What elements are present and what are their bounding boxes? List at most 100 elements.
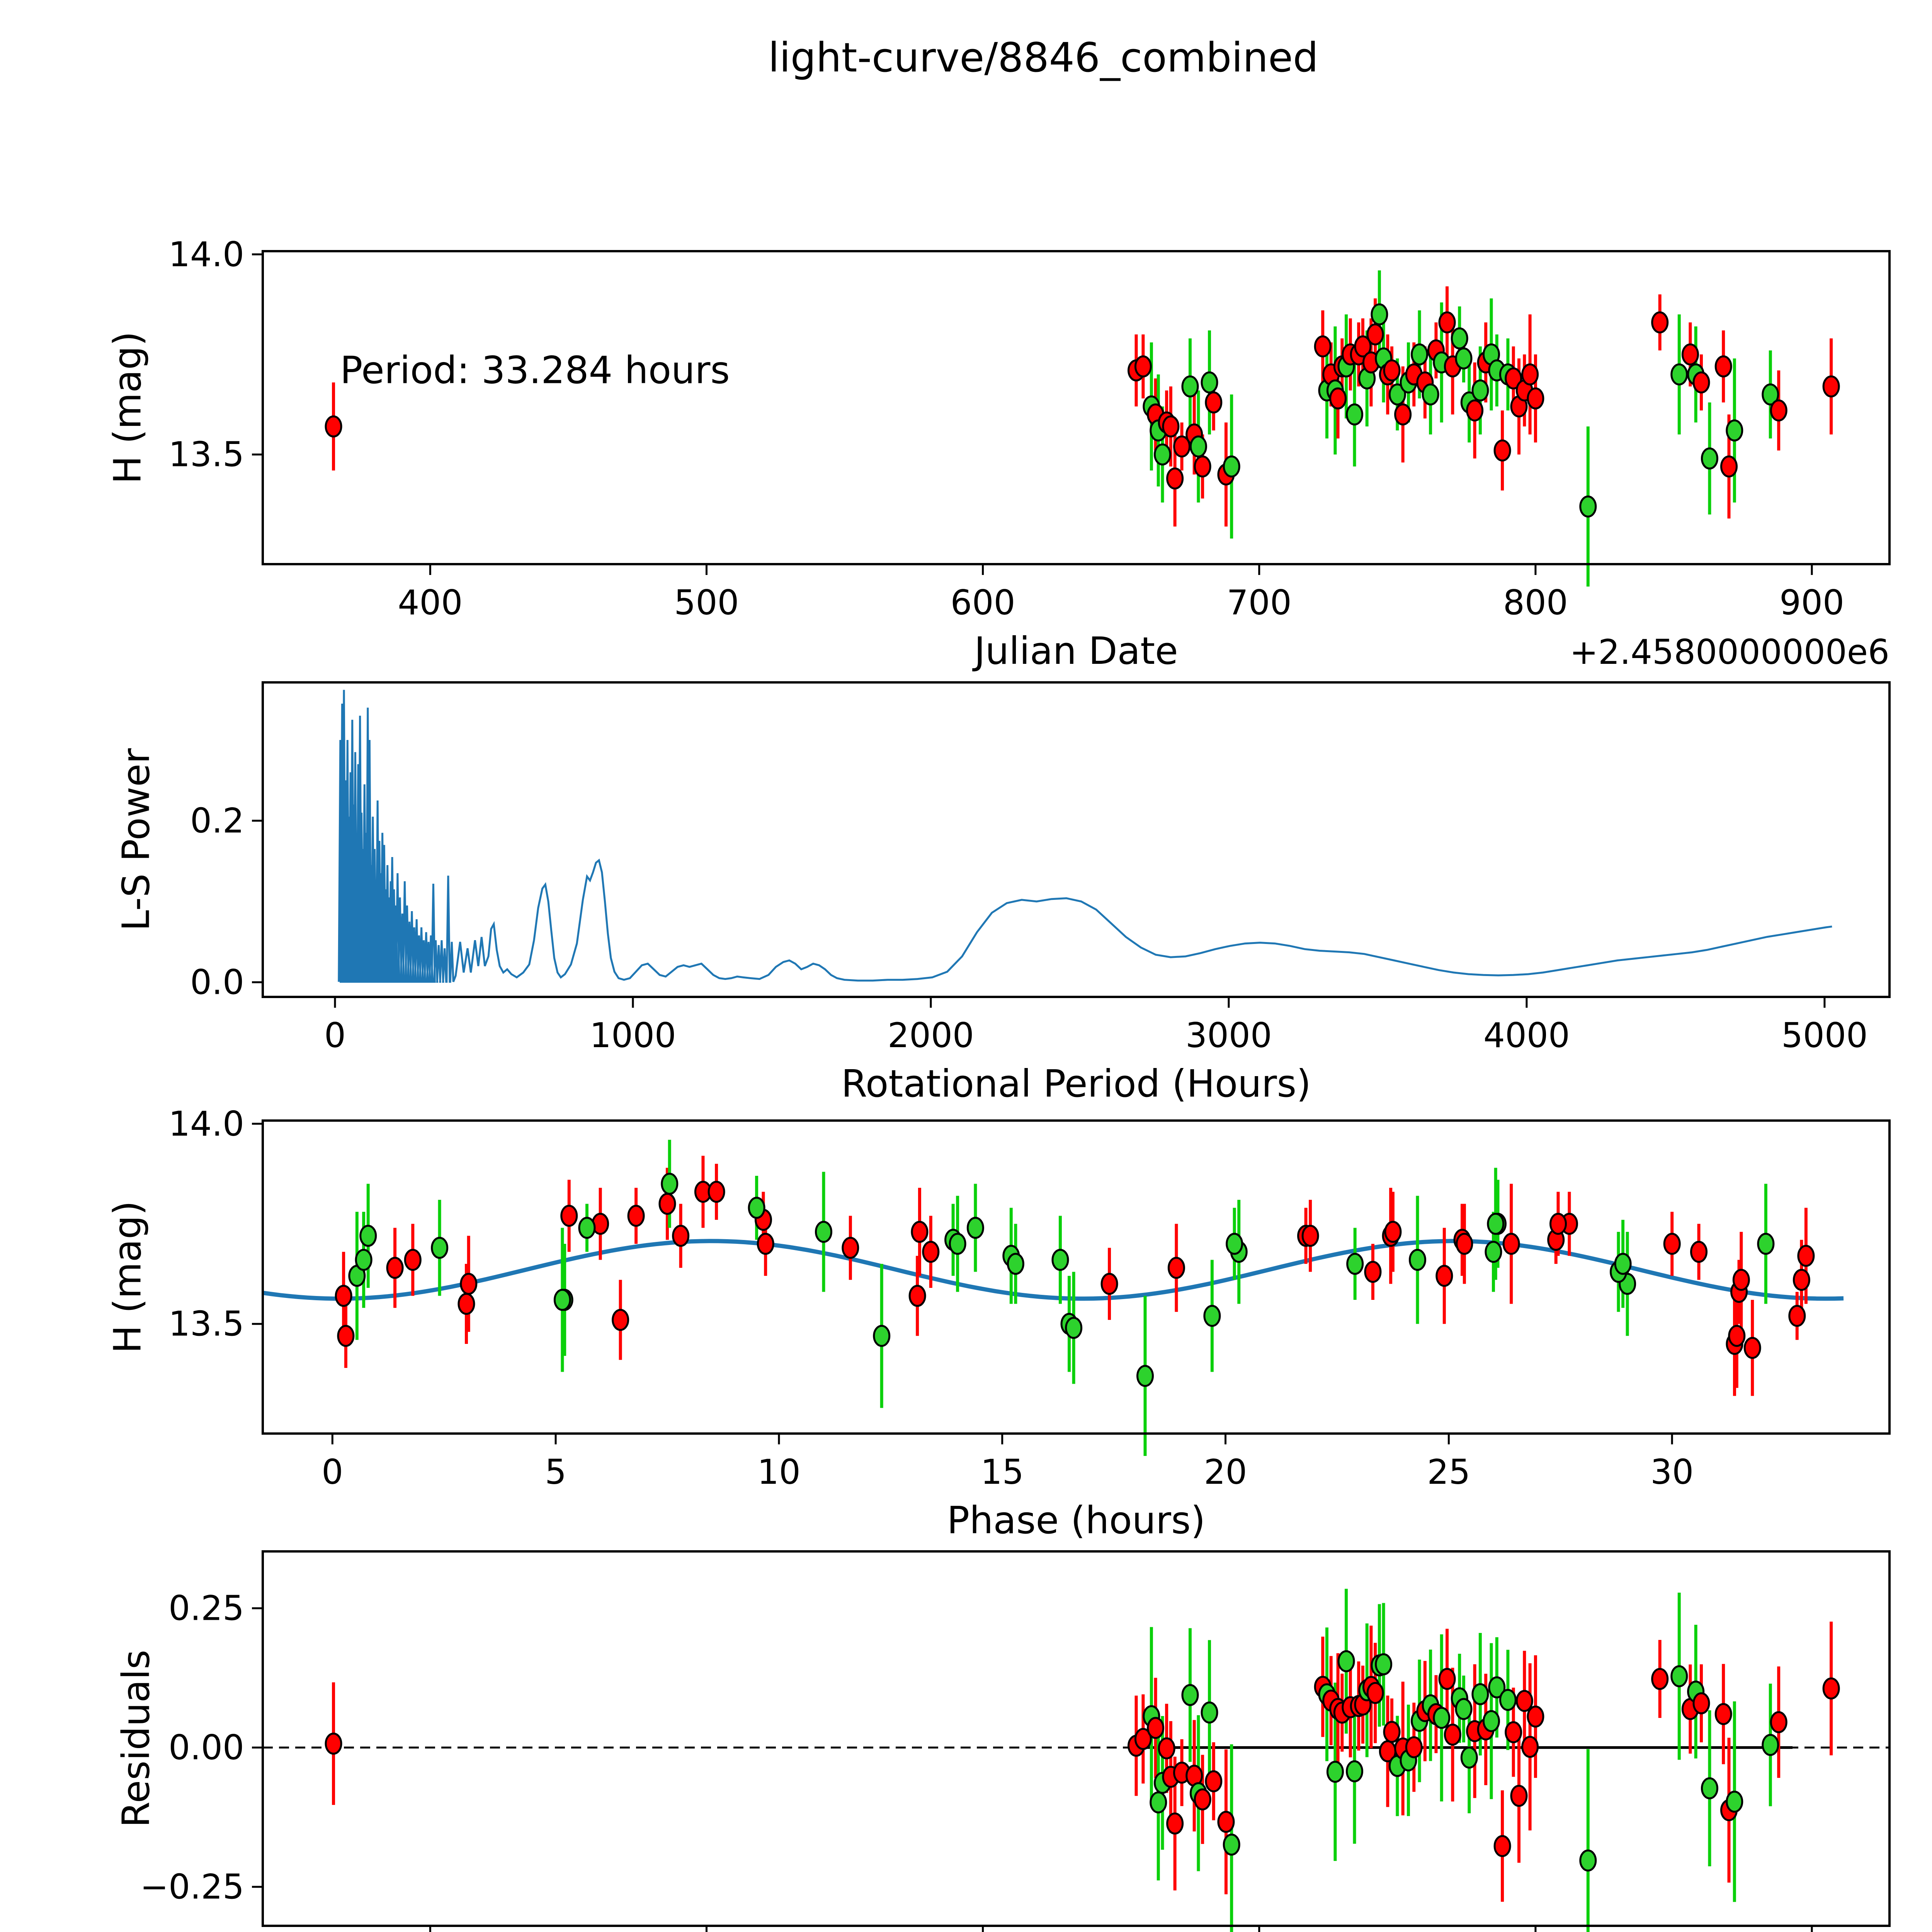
y-tick-label: 0.25	[168, 1588, 244, 1628]
data-point	[457, 1293, 475, 1315]
data-point	[1438, 1668, 1456, 1690]
x-tick-label: 400	[398, 583, 463, 622]
data-point	[1383, 359, 1401, 382]
data-points-residuals	[325, 1588, 1840, 1932]
data-point	[1681, 343, 1699, 366]
x-tick-label: 30	[1650, 1452, 1694, 1492]
data-point	[1136, 1365, 1154, 1387]
data-point	[431, 1236, 449, 1259]
data-point	[1345, 1760, 1363, 1782]
axes-spines	[262, 1550, 1891, 1927]
data-point	[1471, 1683, 1489, 1706]
data-point	[1065, 1317, 1083, 1339]
data-point	[355, 1248, 372, 1271]
data-point	[1205, 1770, 1223, 1793]
data-point	[1757, 1233, 1775, 1255]
data-points-phase	[335, 1139, 1815, 1456]
data-point	[1466, 399, 1484, 422]
data-point	[1388, 383, 1406, 406]
x-tick-label: 5	[545, 1452, 566, 1492]
axes-spines	[262, 250, 1891, 565]
data-point	[1181, 1684, 1199, 1706]
x-tick-label: 700	[1227, 583, 1292, 622]
data-point	[1181, 375, 1199, 398]
x-axis-label: Rotational Period (Hours)	[841, 1062, 1311, 1105]
data-point	[560, 1205, 578, 1227]
data-point	[1714, 355, 1732, 378]
data-point	[842, 1236, 859, 1259]
data-point	[337, 1325, 355, 1347]
data-point	[1579, 495, 1597, 518]
data-point	[335, 1285, 352, 1307]
fit-curve-group	[262, 1239, 1844, 1301]
data-point	[1405, 1736, 1423, 1759]
data-point	[1797, 1245, 1815, 1267]
data-point	[1493, 439, 1511, 462]
data-point	[1194, 455, 1211, 478]
x-axis-offset-text: +2.4580000000e6	[1570, 632, 1889, 672]
period-annotation: Period: 33.284 hours	[340, 349, 730, 392]
data-point	[1482, 1710, 1500, 1732]
data-point	[1166, 1812, 1184, 1835]
data-point	[1226, 1233, 1243, 1255]
data-point	[1411, 343, 1429, 366]
data-point	[1701, 447, 1718, 470]
data-point	[1451, 327, 1468, 350]
data-point	[1134, 355, 1152, 378]
figure-title: light-curve/8846_combined	[768, 34, 1319, 81]
x-tick-label: 800	[1503, 583, 1568, 622]
data-point	[1726, 419, 1743, 442]
data-point	[1173, 435, 1191, 457]
data-point	[672, 1225, 690, 1247]
x-tick-label: 3000	[1185, 1015, 1272, 1055]
data-point	[1394, 403, 1412, 426]
data-point	[1614, 1253, 1632, 1275]
data-point	[1438, 311, 1456, 333]
data-point	[707, 1180, 725, 1203]
data-point	[757, 1233, 774, 1255]
data-point	[1162, 415, 1180, 438]
data-point	[1732, 1269, 1750, 1291]
data-point	[1422, 383, 1439, 406]
x-tick-label: 4000	[1483, 1015, 1570, 1055]
x-tick-label: 2000	[888, 1015, 974, 1055]
data-point	[1455, 1698, 1473, 1720]
y-tick-label: 0.0	[190, 962, 244, 1002]
data-point	[1670, 1665, 1688, 1687]
y-tick-label: 13.5	[168, 1304, 244, 1344]
data-point	[1203, 1304, 1221, 1327]
data-point	[1205, 391, 1223, 414]
data-point	[1150, 1791, 1167, 1814]
x-axis-label: Julian Date	[972, 629, 1178, 673]
x-axis-label: Phase (hours)	[947, 1498, 1206, 1542]
data-point	[1383, 1721, 1401, 1743]
data-point	[1502, 1233, 1520, 1255]
data-point	[1471, 379, 1489, 401]
data-point	[1201, 1701, 1218, 1724]
data-point	[1364, 1261, 1382, 1283]
data-point	[1007, 1253, 1024, 1275]
x-tick-label: 20	[1204, 1452, 1247, 1492]
data-point	[1166, 467, 1184, 490]
data-point	[1726, 1791, 1743, 1813]
data-point	[661, 1173, 679, 1195]
data-point	[1793, 1269, 1810, 1291]
data-point	[1189, 435, 1207, 457]
x-tick-label: 0	[321, 1452, 343, 1492]
data-point	[1366, 1682, 1384, 1704]
x-tick-label: 600	[951, 583, 1015, 622]
x-tick-label: 10	[757, 1452, 801, 1492]
periodogram-curve	[338, 690, 1832, 983]
x-tick-label: 900	[1779, 583, 1844, 622]
data-point	[1505, 367, 1522, 389]
data-point	[1690, 1241, 1708, 1263]
data-point	[1579, 1849, 1597, 1872]
data-point	[1670, 363, 1688, 386]
data-point	[553, 1289, 571, 1311]
data-point	[1051, 1248, 1069, 1271]
y-tick-label: 0.2	[190, 801, 244, 840]
data-point	[359, 1225, 377, 1247]
data-point	[1201, 371, 1218, 394]
y-tick-label: −0.25	[140, 1867, 244, 1907]
data-point	[1770, 399, 1787, 422]
